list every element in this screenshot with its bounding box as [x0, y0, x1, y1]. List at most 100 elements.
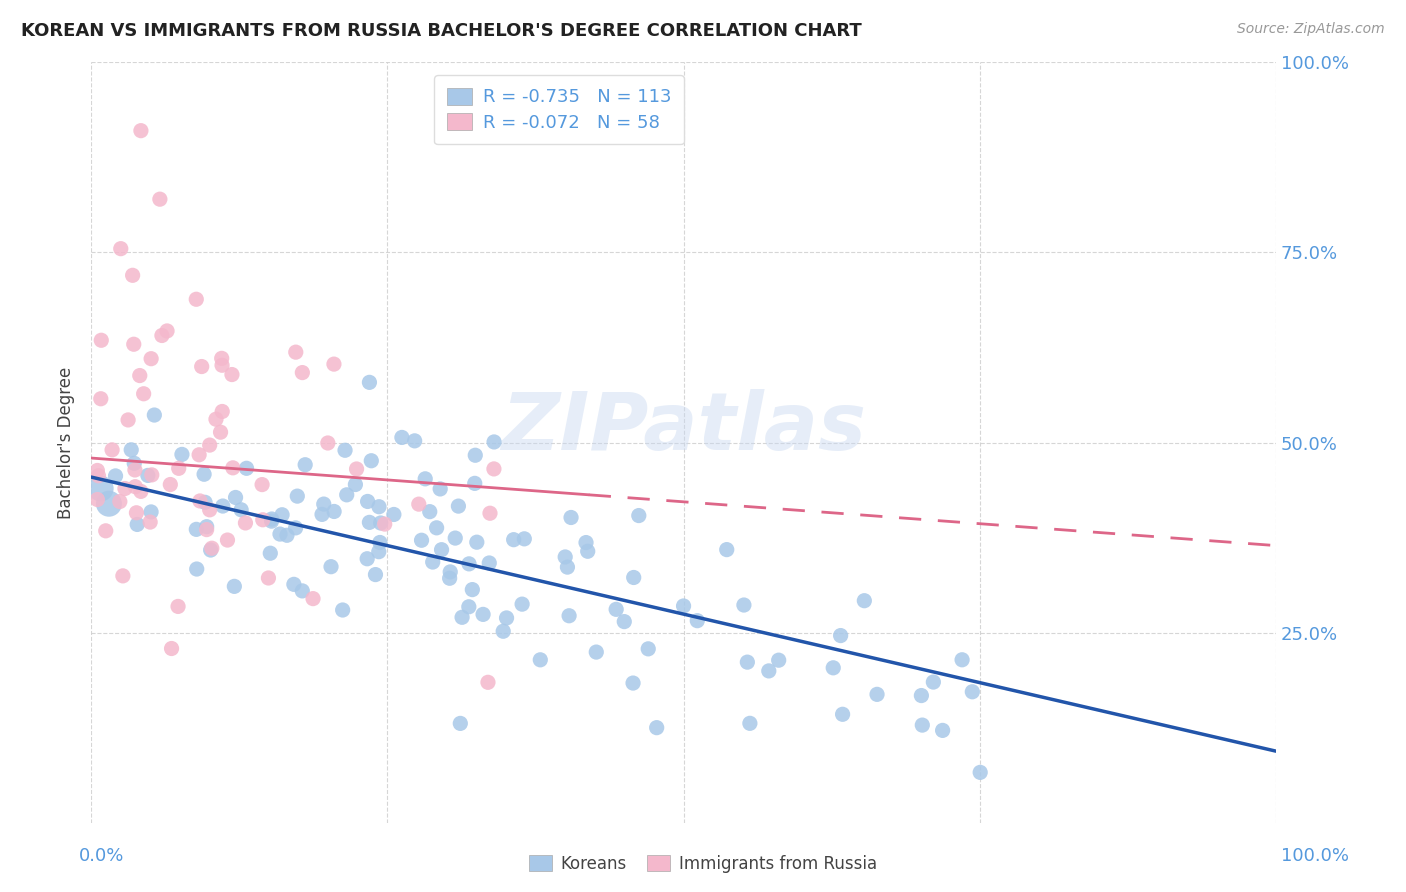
Point — [86, 463, 108, 477]
Point — [269, 527, 291, 541]
Point — [356, 551, 378, 566]
Point — [195, 523, 218, 537]
Point — [477, 675, 499, 690]
Point — [370, 516, 392, 530]
Point — [127, 517, 149, 532]
Point — [613, 615, 636, 629]
Point — [221, 368, 243, 382]
Point — [186, 292, 208, 306]
Point — [86, 492, 108, 507]
Point — [413, 472, 436, 486]
Point — [344, 477, 367, 491]
Point — [422, 555, 444, 569]
Point — [554, 549, 576, 564]
Point — [529, 653, 551, 667]
Point — [170, 447, 193, 461]
Point — [143, 408, 166, 422]
Point — [391, 430, 413, 444]
Point — [294, 458, 316, 472]
Text: KOREAN VS IMMIGRANTS FROM RUSSIA BACHELOR'S DEGREE CORRELATION CHART: KOREAN VS IMMIGRANTS FROM RUSSIA BACHELO… — [21, 22, 862, 40]
Point — [231, 503, 253, 517]
Point — [186, 522, 208, 536]
Point — [359, 376, 381, 390]
Text: ZIPatlas: ZIPatlas — [501, 389, 866, 467]
Y-axis label: Bachelor's Degree: Bachelor's Degree — [58, 367, 75, 519]
Point — [122, 456, 145, 470]
Point — [111, 569, 134, 583]
Point — [104, 469, 127, 483]
Point — [312, 497, 335, 511]
Point — [510, 597, 533, 611]
Point — [186, 562, 208, 576]
Point — [209, 425, 232, 440]
Point — [194, 495, 217, 509]
Point — [311, 508, 333, 522]
Point — [129, 123, 152, 137]
Point — [124, 463, 146, 477]
Point — [866, 687, 889, 701]
Point — [260, 512, 283, 526]
Point — [150, 328, 173, 343]
Point — [627, 508, 650, 523]
Point — [911, 718, 934, 732]
Legend: R = -0.735   N = 113, R = -0.072   N = 58: R = -0.735 N = 113, R = -0.072 N = 58 — [434, 75, 685, 145]
Point — [672, 599, 695, 613]
Point — [136, 468, 159, 483]
Point — [465, 535, 488, 549]
Point — [235, 461, 257, 475]
Point — [250, 477, 273, 491]
Point — [513, 532, 536, 546]
Point — [235, 516, 257, 530]
Point — [482, 434, 505, 449]
Point — [758, 664, 780, 678]
Point — [359, 516, 381, 530]
Point — [259, 546, 281, 560]
Point — [478, 556, 501, 570]
Legend: Koreans, Immigrants from Russia: Koreans, Immigrants from Russia — [523, 848, 883, 880]
Point — [733, 598, 755, 612]
Point — [128, 368, 150, 383]
Point — [374, 517, 396, 532]
Point — [426, 521, 449, 535]
Point — [367, 544, 389, 558]
Point — [94, 524, 117, 538]
Point — [125, 506, 148, 520]
Point — [737, 655, 759, 669]
Point — [284, 521, 307, 535]
Point — [101, 442, 124, 457]
Point — [211, 358, 233, 372]
Point — [495, 611, 517, 625]
Point — [472, 607, 495, 622]
Point — [439, 565, 461, 579]
Point — [576, 544, 599, 558]
Point — [447, 499, 470, 513]
Point — [114, 482, 136, 496]
Point — [108, 494, 131, 508]
Point — [129, 484, 152, 499]
Point — [346, 462, 368, 476]
Point — [283, 577, 305, 591]
Point — [90, 392, 112, 406]
Point — [200, 543, 222, 558]
Point — [478, 506, 501, 520]
Point — [120, 442, 142, 457]
Point — [408, 497, 430, 511]
Point — [910, 689, 932, 703]
Point — [429, 482, 451, 496]
Point — [139, 351, 162, 366]
Point — [356, 494, 378, 508]
Point — [90, 482, 112, 496]
Point — [950, 653, 973, 667]
Point — [285, 489, 308, 503]
Point — [557, 560, 579, 574]
Point — [458, 557, 481, 571]
Point — [190, 359, 212, 374]
Point — [87, 468, 110, 483]
Point — [768, 653, 790, 667]
Point — [364, 567, 387, 582]
Point — [224, 579, 246, 593]
Point — [502, 533, 524, 547]
Point — [560, 510, 582, 524]
Point — [167, 599, 190, 614]
Point — [444, 531, 467, 545]
